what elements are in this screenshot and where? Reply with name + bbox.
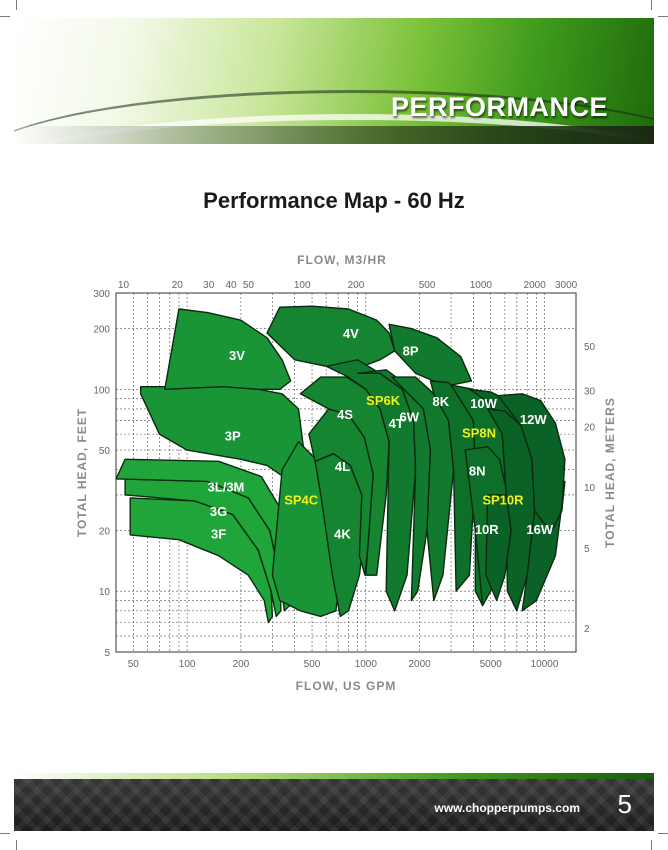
x-tick-label: 50 (128, 659, 140, 670)
pump-region-10r (485, 494, 512, 602)
y2-tick-label: 20 (584, 422, 596, 433)
x-tick-label: 2000 (408, 659, 431, 670)
y2-tick-label: 50 (584, 342, 596, 353)
footer-accent (14, 773, 654, 779)
y-tick-label: 200 (93, 325, 110, 336)
pump-label-sp10r: SP10R (482, 492, 524, 507)
y-tick-label: 10 (99, 587, 111, 598)
x2-tick-label: 30 (203, 280, 215, 291)
x-tick-label: 500 (304, 659, 321, 670)
chart-title: Performance Map - 60 Hz (203, 188, 465, 213)
x-tick-label: 200 (233, 659, 250, 670)
crop-mark (658, 833, 668, 834)
footer-url[interactable]: www.chopperpumps.com (434, 801, 580, 815)
pump-region-3v (164, 308, 292, 390)
crop-mark (16, 840, 17, 850)
pump-label-4s: 4S (337, 407, 353, 422)
page-number: 5 (617, 789, 632, 819)
pump-label-4l: 4L (335, 459, 350, 474)
x2-tick-label: 100 (294, 280, 311, 291)
x-tick-label: 1000 (355, 659, 378, 670)
crop-mark (658, 16, 668, 17)
y-tick-label: 300 (93, 289, 110, 300)
pump-label-6w: 6W (400, 410, 420, 425)
y2-tick-label: 2 (584, 624, 590, 635)
pump-region-8p (388, 323, 473, 386)
pump-label-10r: 10R (475, 522, 499, 537)
banner-swoosh (14, 114, 654, 144)
x-tick-label: 100 (179, 659, 196, 670)
x2-tick-label: 500 (419, 280, 436, 291)
pump-region-4s (299, 376, 390, 576)
pump-region-16w (521, 480, 566, 612)
crop-mark (651, 0, 652, 10)
pump-label-4v: 4V (343, 326, 359, 341)
pump-label-8n: 8N (469, 463, 486, 478)
y2-tick-label: 10 (584, 483, 596, 494)
x-axis-label: FLOW, US GPM (296, 679, 397, 693)
pump-label-sp6k: SP6K (366, 393, 401, 408)
pump-label-sp4c: SP4C (284, 492, 319, 507)
pump-label-3g: 3G (210, 504, 227, 519)
y-tick-label: 50 (99, 446, 111, 457)
pump-label-16w: 16W (526, 522, 553, 537)
crop-mark (0, 833, 10, 834)
x2-tick-label: 10 (118, 280, 130, 291)
x2-tick-label: 200 (348, 280, 365, 291)
pump-label-10w: 10W (470, 396, 497, 411)
pump-label-3f: 3F (211, 526, 226, 541)
pump-label-4t: 4T (389, 416, 404, 431)
plot-frame (115, 292, 577, 653)
pump-label-8p: 8P (403, 343, 419, 358)
crop-mark (651, 840, 652, 850)
pump-label-3v: 3V (229, 348, 245, 363)
pump-region-4v (266, 305, 396, 371)
pump-label-8k: 8K (433, 394, 450, 409)
footer-bar: www.chopperpumps.com 5 (14, 773, 654, 831)
y-axis-label: TOTAL HEAD, FEET (75, 408, 89, 537)
header-banner: PERFORMANCE (14, 18, 654, 144)
x-tick-label: 5000 (480, 659, 503, 670)
crop-mark (16, 0, 17, 10)
banner-swoosh (14, 90, 654, 144)
pump-label-3l-3m: 3L/3M (208, 479, 245, 494)
y-tick-label: 20 (99, 526, 111, 537)
pump-label-12w: 12W (520, 412, 547, 427)
section-title: PERFORMANCE (390, 92, 608, 122)
x2-tick-label: 2000 (524, 280, 547, 291)
crop-mark (0, 16, 10, 17)
x2-tick-label: 50 (243, 280, 255, 291)
y-tick-label: 5 (104, 648, 110, 659)
footer-pattern (14, 779, 654, 831)
y2-axis-label: TOTAL HEAD, METERS (603, 397, 617, 548)
pump-region-6w (391, 376, 455, 602)
pump-label-4k: 4K (334, 526, 351, 541)
x2-tick-label: 1000 (470, 280, 493, 291)
y2-tick-label: 30 (584, 387, 596, 398)
x-tick-label: 10000 (531, 659, 559, 670)
x2-tick-label: 3000 (555, 280, 578, 291)
x2-axis-label: FLOW, M3/HR (297, 253, 387, 267)
pump-label-3p: 3P (225, 429, 241, 444)
x2-tick-label: 40 (226, 280, 238, 291)
y2-tick-label: 5 (584, 544, 590, 555)
y-tick-label: 100 (93, 385, 110, 396)
pump-label-sp8n: SP8N (462, 426, 496, 441)
banner-band (14, 126, 654, 144)
x2-tick-label: 20 (172, 280, 184, 291)
